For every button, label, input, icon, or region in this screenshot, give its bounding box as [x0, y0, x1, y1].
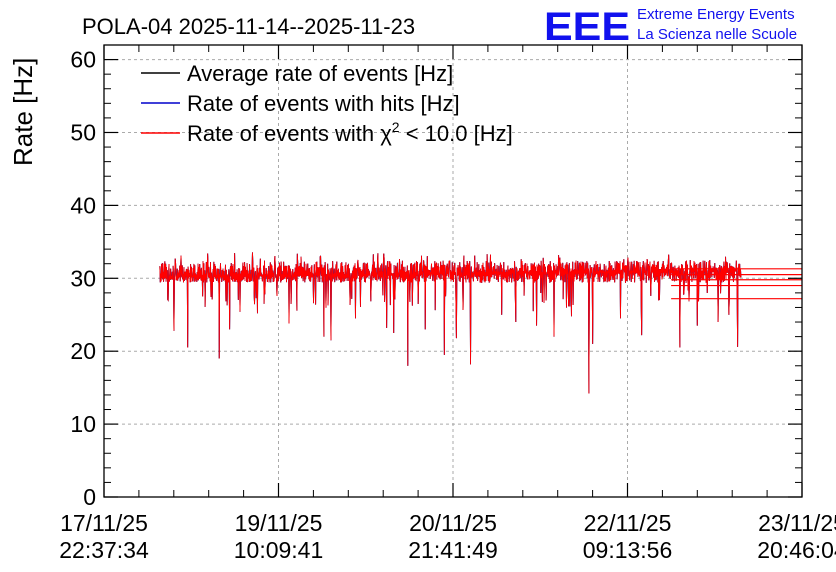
logo-line-1: Extreme Energy Events — [637, 6, 795, 23]
x-tick-date-label: 22/11/25 — [584, 510, 672, 536]
legend: Average rate of events [Hz] Rate of even… — [141, 61, 513, 146]
legend-chi2-symbol: χ — [380, 121, 392, 146]
x-tick-date-label: 17/11/25 — [60, 510, 148, 536]
logo-line-2: La Scienza nelle Scuole — [637, 26, 797, 43]
legend-chi2-prefix: Rate of events with — [187, 121, 380, 146]
x-tick-time-label: 22:37:34 — [59, 537, 149, 563]
x-tick-date-label: 23/11/25 — [758, 510, 836, 536]
x-tick-time-label: 10:09:41 — [234, 537, 324, 563]
y-tick-label: 50 — [70, 119, 96, 145]
plot-area — [159, 252, 802, 394]
y-tick-label: 0 — [83, 484, 96, 510]
y-axis-label: Rate [Hz] — [8, 58, 38, 166]
y-tick-label: 60 — [70, 47, 96, 73]
legend-chi2-sup: 2 — [392, 119, 400, 135]
x-tick-date-label: 19/11/25 — [235, 510, 323, 536]
y-tick-label: 30 — [70, 265, 96, 291]
legend-label-hits: Rate of events with hits [Hz] — [187, 91, 460, 116]
logo-letters: EEE — [544, 5, 630, 49]
legend-label-average: Average rate of events [Hz] — [187, 61, 453, 86]
x-tick-date-label: 20/11/25 — [409, 510, 497, 536]
x-tick-time-label: 20:46:04 — [757, 537, 836, 563]
legend-label-chi2: Rate of events with χ2 < 10.0 [Hz] — [187, 119, 513, 146]
legend-chi2-suffix: < 10.0 [Hz] — [400, 121, 513, 146]
x-tick-time-label: 09:13:56 — [583, 537, 673, 563]
y-tick-label: 10 — [70, 411, 96, 437]
y-tick-label: 20 — [70, 338, 96, 364]
series-chi2-rate — [159, 252, 742, 394]
chart-title: POLA-04 2025-11-14--2025-11-23 — [82, 14, 415, 39]
y-tick-label: 40 — [70, 192, 96, 218]
eee-logo: EEE Extreme Energy Events La Scienza nel… — [544, 5, 797, 49]
x-tick-time-label: 21:41:49 — [408, 537, 498, 563]
